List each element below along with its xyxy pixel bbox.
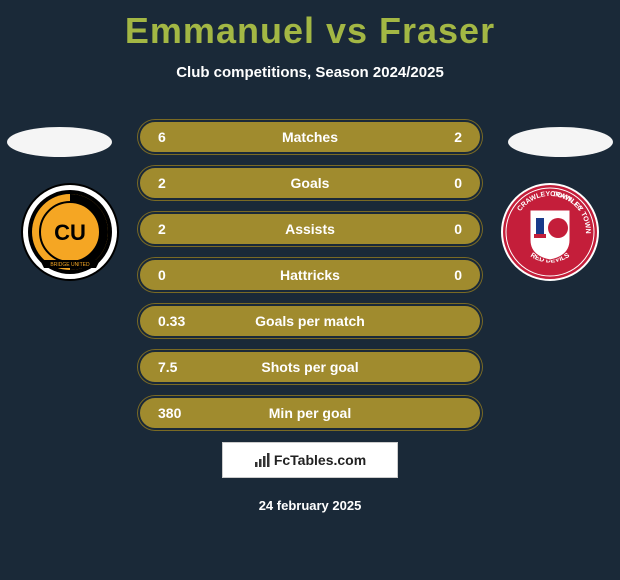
subtitle: Club competitions, Season 2024/2025 xyxy=(0,64,620,81)
cambridge-united-badge: CU BRIDGE UNITED xyxy=(20,182,120,282)
club-badge-right: CRAWLEY TOWN FC CRAWLEY TOWN FC RED DEVI… xyxy=(500,182,600,282)
stat-label: Assists xyxy=(208,221,412,237)
fctables-link[interactable]: FcTables.com xyxy=(222,442,398,478)
stat-right: 0 xyxy=(412,175,462,191)
club-badge-left: CU BRIDGE UNITED xyxy=(20,182,120,282)
stat-left: 7.5 xyxy=(158,359,208,375)
stat-right: 2 xyxy=(412,129,462,145)
player-photo-right xyxy=(508,127,613,157)
stat-row: 6 Matches 2 xyxy=(138,120,482,154)
stat-row: 0.33 Goals per match xyxy=(138,304,482,338)
stat-left: 2 xyxy=(158,221,208,237)
stat-left: 0 xyxy=(158,267,208,283)
stat-left: 2 xyxy=(158,175,208,191)
crawley-town-badge: CRAWLEY TOWN FC CRAWLEY TOWN FC RED DEVI… xyxy=(500,182,600,282)
svg-text:CU: CU xyxy=(54,220,86,245)
stat-label: Goals per match xyxy=(208,313,412,329)
page-title: Emmanuel vs Fraser xyxy=(0,0,620,52)
stat-label: Goals xyxy=(208,175,412,191)
stat-row: 380 Min per goal xyxy=(138,396,482,430)
stat-left: 380 xyxy=(158,405,208,421)
svg-text:BRIDGE UNITED: BRIDGE UNITED xyxy=(50,262,90,268)
stat-left: 6 xyxy=(158,129,208,145)
stat-label: Hattricks xyxy=(208,267,412,283)
stat-label: Shots per goal xyxy=(208,359,412,375)
stat-row: 0 Hattricks 0 xyxy=(138,258,482,292)
footer-date: 24 february 2025 xyxy=(0,498,620,513)
stat-right: 0 xyxy=(412,267,462,283)
stat-left: 0.33 xyxy=(158,313,208,329)
stat-label: Matches xyxy=(208,129,412,145)
player-photo-left xyxy=(7,127,112,157)
chart-icon xyxy=(254,452,270,468)
stat-row: 7.5 Shots per goal xyxy=(138,350,482,384)
fctables-label: FcTables.com xyxy=(274,452,366,468)
stat-label: Min per goal xyxy=(208,405,412,421)
stat-row: 2 Goals 0 xyxy=(138,166,482,200)
stat-right: 0 xyxy=(412,221,462,237)
stat-row: 2 Assists 0 xyxy=(138,212,482,246)
stats-table: 6 Matches 2 2 Goals 0 2 Assists 0 0 Hatt… xyxy=(138,120,482,442)
